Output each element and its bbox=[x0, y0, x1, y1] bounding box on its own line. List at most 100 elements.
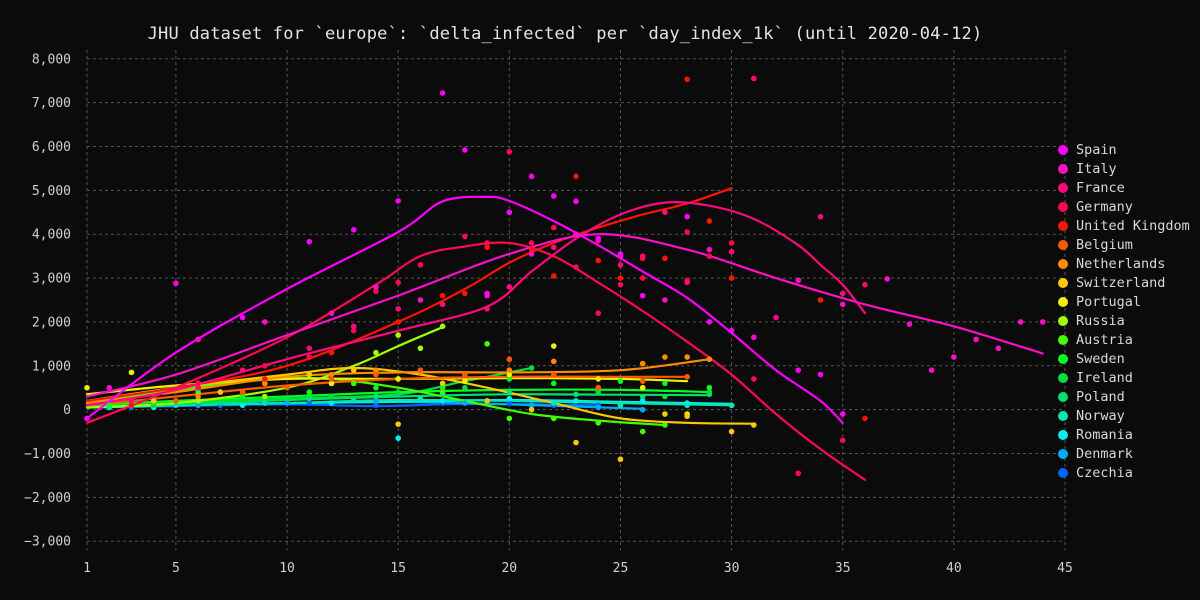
legend-item[interactable]: Spain bbox=[1058, 140, 1190, 159]
y-tick-label: 0 bbox=[63, 403, 71, 418]
data-point bbox=[395, 389, 401, 395]
data-point bbox=[528, 406, 535, 413]
data-point bbox=[728, 402, 735, 409]
x-tick-label: 1 bbox=[83, 561, 91, 576]
data-point bbox=[395, 198, 401, 204]
data-point bbox=[239, 367, 246, 373]
legend-item[interactable]: United Kingdom bbox=[1058, 216, 1190, 235]
legend-item[interactable]: Belgium bbox=[1058, 235, 1190, 254]
data-point bbox=[84, 384, 90, 391]
data-point bbox=[617, 262, 624, 268]
legend-swatch bbox=[1058, 410, 1068, 421]
data-point bbox=[639, 384, 646, 391]
data-point bbox=[884, 276, 890, 282]
data-point bbox=[773, 314, 779, 321]
data-point bbox=[262, 380, 268, 387]
legend-swatch bbox=[1058, 372, 1068, 383]
data-point bbox=[373, 384, 379, 391]
legend-item[interactable]: Netherlands bbox=[1058, 254, 1190, 273]
data-point bbox=[306, 400, 313, 406]
legend-label: Ireland bbox=[1076, 369, 1133, 386]
y-tick-label: 4,000 bbox=[32, 228, 71, 243]
legend-item[interactable]: France bbox=[1058, 178, 1190, 197]
data-point bbox=[662, 411, 668, 417]
data-point bbox=[417, 367, 424, 373]
data-point bbox=[751, 422, 757, 428]
x-tick-label: 35 bbox=[835, 561, 851, 576]
data-point bbox=[662, 380, 668, 387]
legend-item[interactable]: Czechia bbox=[1058, 463, 1190, 482]
data-point bbox=[239, 402, 246, 409]
data-point bbox=[795, 470, 802, 477]
data-point bbox=[195, 384, 201, 391]
data-point bbox=[506, 367, 513, 373]
data-point bbox=[262, 376, 268, 382]
grid-lines bbox=[86, 50, 1066, 550]
legend-item[interactable]: Denmark bbox=[1058, 444, 1190, 463]
legend-item[interactable]: Switzerland bbox=[1058, 273, 1190, 292]
y-tick-label: −2,000 bbox=[24, 491, 71, 506]
y-tick-label: −1,000 bbox=[24, 447, 71, 462]
y-tick-label: 6,000 bbox=[32, 140, 71, 155]
data-point bbox=[817, 371, 824, 378]
data-point bbox=[484, 292, 490, 299]
data-point bbox=[328, 310, 335, 316]
legend-item[interactable]: Portugal bbox=[1058, 292, 1190, 311]
data-point bbox=[706, 384, 713, 391]
data-point bbox=[951, 354, 957, 360]
data-point bbox=[373, 398, 379, 404]
legend-item[interactable]: Romania bbox=[1058, 425, 1190, 444]
data-point bbox=[506, 376, 513, 382]
data-point bbox=[506, 389, 513, 395]
data-point bbox=[639, 275, 646, 281]
data-point bbox=[550, 400, 557, 406]
data-point bbox=[728, 327, 735, 334]
legend-swatch bbox=[1058, 448, 1068, 459]
data-point bbox=[728, 240, 735, 246]
legend: Spain Italy France Germany United Kingdom Bel… bbox=[1058, 140, 1190, 482]
data-point bbox=[284, 400, 290, 406]
data-point bbox=[550, 358, 557, 365]
data-point bbox=[373, 288, 379, 295]
data-point bbox=[662, 255, 668, 262]
data-point bbox=[462, 290, 468, 297]
data-point bbox=[262, 393, 268, 400]
data-point bbox=[128, 369, 135, 376]
x-tick-label: 5 bbox=[172, 561, 180, 576]
legend-item[interactable]: Italy bbox=[1058, 159, 1190, 178]
legend-swatch bbox=[1058, 182, 1068, 193]
legend-item[interactable]: Ireland bbox=[1058, 368, 1190, 387]
legend-item[interactable]: Sweden bbox=[1058, 349, 1190, 368]
data-point bbox=[439, 389, 446, 395]
legend-label: Belgium bbox=[1076, 236, 1133, 253]
data-point bbox=[662, 422, 668, 428]
data-point bbox=[550, 380, 557, 387]
data-point bbox=[617, 402, 624, 409]
data-point bbox=[439, 384, 446, 391]
legend-swatch bbox=[1058, 258, 1068, 269]
data-point bbox=[795, 277, 802, 284]
data-point bbox=[639, 378, 646, 384]
data-point bbox=[573, 231, 579, 238]
legend-item[interactable]: Poland bbox=[1058, 387, 1190, 406]
data-point bbox=[550, 273, 557, 279]
data-point bbox=[217, 400, 224, 406]
data-points bbox=[84, 75, 1046, 477]
legend-item[interactable]: Germany bbox=[1058, 197, 1190, 216]
legend-item[interactable]: Russia bbox=[1058, 311, 1190, 330]
legend-item[interactable]: Austria bbox=[1058, 330, 1190, 349]
data-point bbox=[1017, 319, 1024, 325]
data-point bbox=[684, 354, 690, 360]
data-point bbox=[639, 406, 646, 413]
legend-swatch bbox=[1058, 296, 1068, 307]
data-point bbox=[617, 281, 624, 288]
data-point bbox=[639, 428, 646, 435]
data-point bbox=[617, 251, 624, 257]
data-point bbox=[839, 437, 846, 444]
data-point bbox=[506, 148, 513, 155]
data-point bbox=[262, 362, 268, 369]
legend-label: Netherlands bbox=[1076, 255, 1166, 272]
trend-line bbox=[85, 201, 867, 407]
data-point bbox=[684, 279, 690, 286]
legend-item[interactable]: Norway bbox=[1058, 406, 1190, 425]
